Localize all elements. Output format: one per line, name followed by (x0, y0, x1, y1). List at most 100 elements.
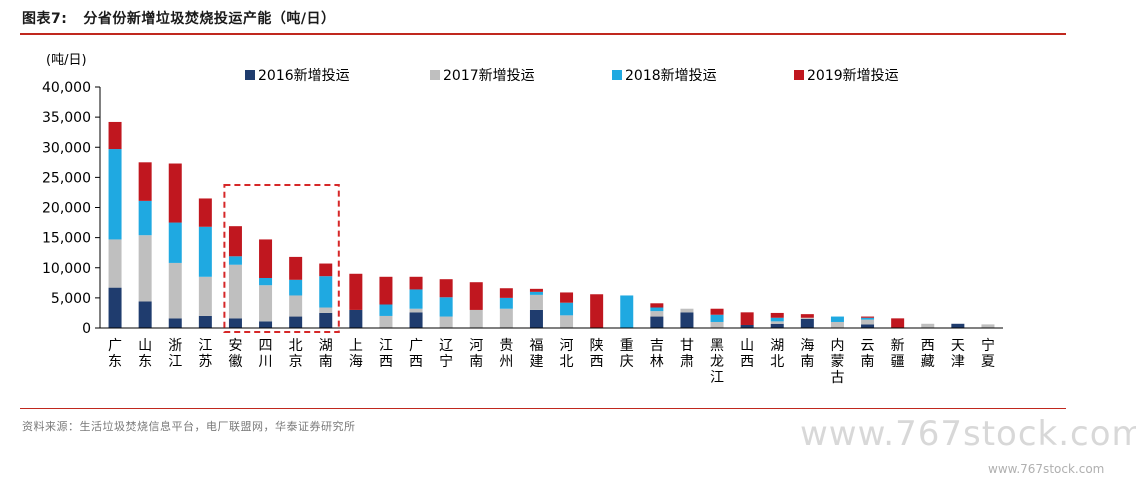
y-axis: 0 5,000 10,000 15,000 20,000 25,000 30,000 35,0… (42, 80, 101, 337)
figure-label: 图表7: (22, 11, 68, 27)
bar-云南-2017新增投运 (861, 319, 875, 325)
bar-云南-2019新增投运 (861, 316, 875, 318)
x-tick-label: 河南 (469, 338, 483, 370)
bar-浙江-2016新增投运 (168, 318, 182, 328)
bar-安徽-2019新增投运 (228, 226, 242, 257)
legend-swatch (794, 70, 804, 80)
x-tick-label: 上海 (349, 338, 363, 370)
x-tick-label: 江苏 (198, 338, 212, 370)
bar-广西-2016新增投运 (409, 312, 423, 328)
bar-辽宁-2018新增投运 (439, 297, 453, 317)
bar-北京-2018新增投运 (289, 279, 303, 296)
bar-安徽-2017新增投运 (228, 264, 242, 319)
x-tick-label: 河北 (560, 338, 574, 370)
bar-北京-2019新增投运 (289, 256, 303, 280)
bar-辽宁-2017新增投运 (439, 316, 453, 328)
bar-甘肃-2016新增投运 (680, 312, 694, 328)
x-tick-label: 四川 (259, 338, 273, 370)
legend-swatch (612, 70, 622, 80)
bar-湖南-2016新增投运 (319, 312, 333, 328)
bar-湖南-2018新增投运 (319, 276, 333, 308)
bar-山东-2018新增投运 (138, 200, 152, 236)
bar-安徽-2018新增投运 (228, 256, 242, 265)
bar-浙江-2017新增投运 (168, 262, 182, 319)
bar-广东-2017新增投运 (108, 239, 122, 288)
bar-黑龙江-2017新增投运 (710, 321, 724, 328)
bar-天津-2016新增投运 (951, 323, 965, 328)
bar-福建-2018新增投运 (529, 291, 543, 295)
bar-上海-2016新增投运 (349, 309, 363, 328)
bar-山东-2019新增投运 (138, 162, 152, 201)
x-tick-label: 广东 (108, 338, 122, 370)
x-axis: 广东山东浙江江苏安徽四川北京湖南上海江西广西辽宁河南贵州福建河北陕西重庆吉林甘肃… (100, 327, 1003, 386)
x-tick-label: 宁夏 (981, 337, 995, 370)
bar-安徽-2016新增投运 (228, 318, 242, 328)
x-tick-label: 海南 (800, 338, 814, 370)
bar-河南-2017新增投运 (469, 309, 483, 328)
bar-黑龙江-2019新增投运 (710, 308, 724, 315)
bar-宁夏-2017新增投运 (981, 324, 995, 328)
bar-江苏-2017新增投运 (198, 276, 212, 316)
x-tick-label: 浙江 (168, 338, 182, 370)
x-tick-label: 湖北 (770, 338, 784, 370)
x-tick-label: 福建 (529, 338, 543, 370)
top-rule (20, 33, 1066, 35)
bar-甘肃-2017新增投运 (680, 308, 694, 313)
y-tick-label: 0 (82, 321, 91, 337)
bar-山东-2017新增投运 (138, 235, 152, 302)
legend-label: 2018新增投运 (625, 68, 717, 84)
bar-山西-2019新增投运 (740, 312, 754, 325)
legend: 2016新增投运 2017新增投运 2018新增投运 2019新增投运 (245, 68, 899, 84)
bar-江苏-2018新增投运 (198, 226, 212, 277)
y-tick-label: 20,000 (42, 201, 91, 217)
bar-江西-2019新增投运 (379, 276, 393, 305)
bar-贵州-2017新增投运 (499, 308, 513, 328)
bar-西藏-2017新增投运 (921, 323, 935, 328)
bar-内蒙古-2018新增投运 (830, 316, 844, 322)
legend-swatch (245, 70, 255, 80)
bar-江西-2018新增投运 (379, 304, 393, 316)
x-tick-label: 山东 (138, 338, 152, 370)
bar-吉林-2018新增投运 (650, 307, 664, 312)
bar-贵州-2018新增投运 (499, 297, 513, 309)
x-tick-label: 西藏 (921, 338, 935, 370)
x-tick-label: 安徽 (228, 338, 242, 370)
x-tick-label: 湖南 (319, 338, 333, 370)
bar-海南-2019新增投运 (800, 314, 814, 318)
bar-福建-2016新增投运 (529, 309, 543, 328)
x-tick-label: 新疆 (891, 338, 905, 370)
bar-浙江-2018新增投运 (168, 222, 182, 263)
source-note: 资料来源：生活垃圾焚烧信息平台，电厂联盟网，华泰证券研究所 (22, 420, 356, 433)
bar-江苏-2019新增投运 (198, 198, 212, 227)
bar-江西-2017新增投运 (379, 315, 393, 328)
bar-广西-2017新增投运 (409, 308, 423, 313)
bars (108, 121, 995, 328)
bar-湖南-2017新增投运 (319, 307, 333, 313)
bar-新疆-2019新增投运 (891, 318, 905, 328)
bar-福建-2017新增投运 (529, 294, 543, 310)
y-tick-label: 25,000 (42, 170, 91, 186)
bar-云南-2018新增投运 (861, 317, 875, 320)
bar-广东-2019新增投运 (108, 121, 122, 150)
bar-海南-2017新增投运 (800, 317, 814, 319)
x-tick-label: 陕西 (590, 338, 604, 370)
bar-黑龙江-2018新增投运 (710, 314, 724, 322)
bar-四川-2018新增投运 (259, 277, 273, 286)
bar-四川-2016新增投运 (259, 321, 273, 328)
bar-云南-2016新增投运 (861, 324, 875, 328)
y-tick-label: 10,000 (42, 261, 91, 277)
legend-label: 2017新增投运 (443, 68, 535, 84)
x-tick-label: 内蒙古 (830, 338, 844, 386)
bar-浙江-2019新增投运 (168, 163, 182, 223)
x-tick-label: 甘肃 (680, 338, 694, 370)
x-tick-label: 山西 (740, 338, 754, 370)
bar-河北-2017新增投运 (560, 315, 574, 328)
bar-广东-2016新增投运 (108, 287, 122, 328)
x-tick-label: 天津 (951, 338, 965, 370)
bar-上海-2019新增投运 (349, 273, 363, 310)
bar-湖南-2019新增投运 (319, 263, 333, 277)
y-unit-label: (吨/日) (46, 53, 87, 68)
bar-海南-2016新增投运 (800, 318, 814, 328)
bar-吉林-2016新增投运 (650, 316, 664, 328)
